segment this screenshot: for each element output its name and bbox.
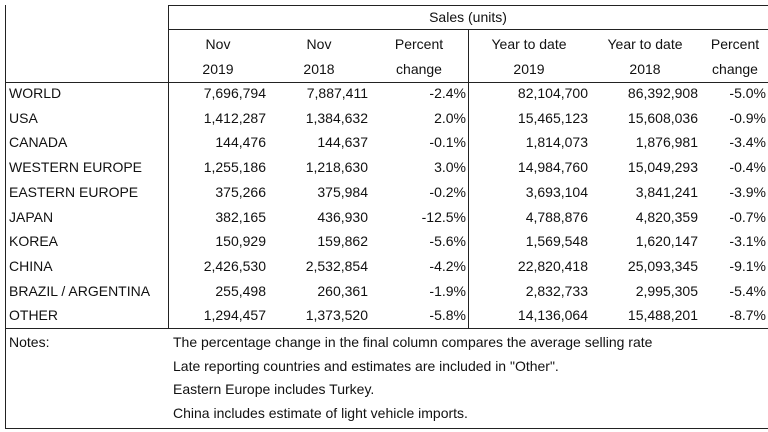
cell: -0.7%	[729, 208, 766, 225]
cell: 15,608,036	[627, 109, 698, 126]
row-label: OTHER	[9, 307, 58, 324]
row-label: CANADA	[9, 134, 68, 151]
cell: 3,693,104	[525, 183, 588, 200]
cell: 144,476	[215, 134, 266, 151]
cell: 2,532,854	[305, 257, 368, 274]
cell: -12.5%	[421, 208, 466, 225]
cell: 1,620,147	[635, 233, 698, 250]
row-label: BRAZIL / ARGENTINA	[9, 282, 151, 299]
column-header: 2019	[513, 61, 545, 77]
cell: 1,373,520	[305, 307, 368, 324]
cell: -9.1%	[729, 257, 766, 274]
cell: -3.4%	[729, 134, 766, 151]
cell: 15,488,201	[627, 307, 698, 324]
cell: -0.2%	[429, 183, 466, 200]
column-header: Year to date	[491, 36, 567, 52]
row-label: KOREA	[9, 233, 59, 250]
cell: 1,255,186	[203, 159, 266, 176]
cell: 260,361	[317, 282, 368, 299]
cell: 1,569,548	[525, 233, 588, 250]
cell: 4,820,359	[635, 208, 698, 225]
cell: 144,637	[317, 134, 368, 151]
cell: 382,165	[215, 208, 266, 225]
note: The percentage change in the final colum…	[173, 334, 653, 350]
cell: -5.0%	[729, 85, 766, 101]
cell: 2,832,733	[525, 282, 588, 299]
cell: 3,841,241	[635, 183, 698, 200]
cell: 82,104,700	[517, 85, 588, 101]
cell: 150,929	[215, 233, 266, 250]
border	[168, 5, 768, 6]
cell: 1,384,632	[305, 109, 368, 126]
cell: -2.4%	[429, 85, 466, 101]
cell: 86,392,908	[627, 85, 698, 101]
row-label: EASTERN EUROPE	[9, 183, 139, 200]
cell: 159,862	[317, 233, 368, 250]
notes-label: Notes:	[9, 334, 50, 350]
cell: -0.1%	[429, 134, 466, 151]
border	[468, 29, 469, 328]
cell: 4,788,876	[525, 208, 588, 225]
cell: 375,984	[317, 183, 368, 200]
cell: 25,093,345	[627, 257, 698, 274]
row-label: WESTERN EUROPE	[9, 159, 143, 176]
column-header: Percent	[394, 36, 444, 52]
column-header: Nov	[205, 36, 231, 52]
cell: -4.2%	[429, 257, 466, 274]
border	[168, 5, 169, 328]
cell: 375,266	[215, 183, 266, 200]
cell: -0.4%	[729, 159, 766, 176]
row-label: JAPAN	[9, 208, 54, 225]
column-header: Percent	[710, 36, 760, 52]
column-header: 2018	[303, 61, 335, 77]
column-header: Year to date	[607, 36, 683, 52]
cell: -5.8%	[429, 307, 466, 324]
cell: 14,984,760	[517, 159, 588, 176]
column-header: change	[712, 61, 758, 77]
cell: -5.6%	[429, 233, 466, 250]
cell: 7,887,411	[306, 85, 368, 101]
cell: 15,049,293	[627, 159, 698, 176]
border	[5, 428, 768, 429]
cell: 3.0%	[434, 159, 466, 176]
cell: -3.1%	[729, 233, 766, 250]
cell: -5.4%	[729, 282, 766, 299]
cell: 1,876,981	[635, 134, 698, 151]
cell: 1,412,287	[203, 109, 266, 126]
table-title: Sales (units)	[429, 9, 507, 25]
cell: 2.0%	[434, 109, 466, 126]
border	[5, 5, 6, 429]
cell: -1.9%	[429, 282, 466, 299]
cell: 1,294,457	[203, 307, 266, 324]
cell: 22,820,418	[517, 257, 588, 274]
cell: 1,218,630	[305, 159, 368, 176]
cell: 255,498	[215, 282, 266, 299]
border	[5, 328, 768, 329]
note: Late reporting countries and estimates a…	[173, 357, 559, 374]
cell: 14,136,064	[517, 307, 588, 324]
cell: 1,814,073	[525, 134, 588, 151]
row-label: CHINA	[9, 257, 53, 274]
column-header: change	[396, 61, 442, 77]
column-header: 2018	[629, 61, 661, 77]
cell: -0.9%	[729, 109, 766, 126]
note: Eastern Europe includes Turkey.	[173, 381, 375, 398]
cell: 2,995,305	[635, 282, 698, 299]
row-label: USA	[9, 109, 38, 126]
cell: -3.9%	[729, 183, 766, 200]
note: China includes estimate of light vehicle…	[173, 405, 468, 422]
cell: 7,696,794	[203, 85, 266, 101]
row-label: WORLD	[9, 85, 62, 101]
border	[5, 82, 768, 83]
cell: 2,426,530	[203, 257, 266, 274]
cell: 15,465,123	[517, 109, 588, 126]
column-header: 2019	[202, 61, 234, 77]
column-header: Nov	[306, 36, 332, 52]
cell: 436,930	[317, 208, 368, 225]
cell: -8.7%	[729, 307, 766, 324]
